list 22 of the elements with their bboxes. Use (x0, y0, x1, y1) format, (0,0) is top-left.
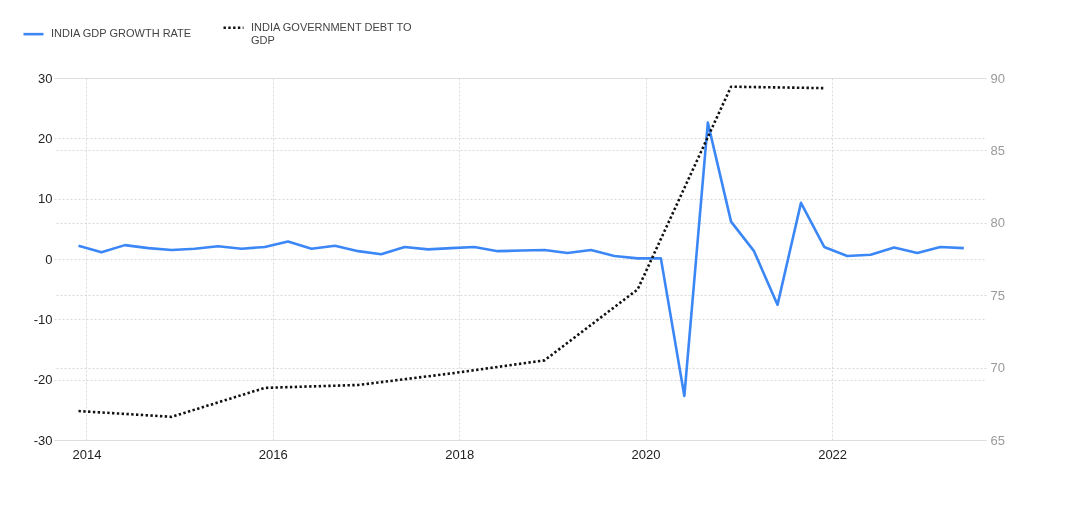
y2-tick-label: 65 (990, 432, 1005, 448)
y-tick-label: -20 (33, 372, 53, 388)
legend-label: INDIA GOVERNMENT DEBT TO GDP (251, 20, 412, 46)
y-tick-label: 30 (38, 70, 53, 86)
x-tick-label: 2022 (818, 446, 848, 462)
x-tick-label: 2018 (445, 446, 475, 462)
y2-tick-label: 75 (990, 287, 1005, 303)
x-tick-label: 2016 (258, 446, 288, 462)
line-series (77, 85, 826, 419)
y2-tick-label: 85 (990, 142, 1005, 158)
x-tick-label: 2020 (631, 446, 661, 462)
x-tick-label: 2014 (72, 446, 102, 462)
line-series (77, 121, 966, 398)
y-tick-label: 10 (38, 191, 53, 207)
y-tick-label: -30 (33, 432, 53, 448)
y2-tick-label: 80 (990, 215, 1005, 231)
y-tick-label: 20 (38, 130, 53, 146)
legend-label: INDIA GDP GROWTH RATE (51, 27, 192, 40)
y2-tick-label: 70 (990, 360, 1005, 376)
y-tick-label: 0 (45, 251, 53, 267)
y-tick-label: -10 (33, 311, 53, 327)
y2-tick-label: 90 (990, 70, 1005, 86)
